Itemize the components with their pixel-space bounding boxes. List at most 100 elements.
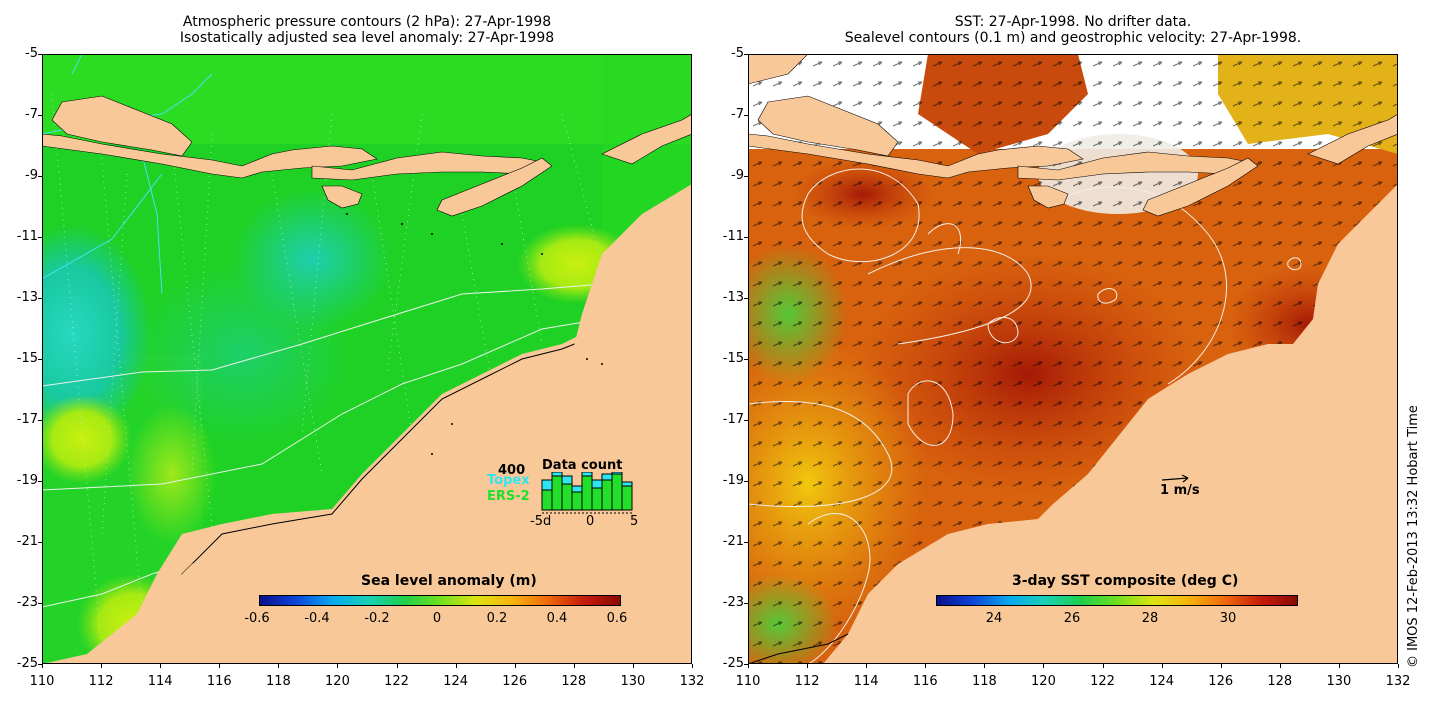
data-count-ers2-label: ERS-2 bbox=[487, 489, 530, 504]
data-count-xtick: 0 bbox=[586, 514, 595, 529]
data-count-max: 400 bbox=[498, 463, 526, 478]
data-count-title: Data count bbox=[542, 458, 623, 473]
left-y-tick-mark bbox=[38, 176, 42, 177]
left-x-tick-label: 132 bbox=[679, 674, 705, 689]
right-x-tick-label: 114 bbox=[853, 674, 879, 689]
right-y-tick-label: -25 bbox=[722, 656, 744, 671]
right-x-tick-mark bbox=[1161, 664, 1163, 668]
right-x-tick-label: 120 bbox=[1031, 674, 1056, 689]
right-x-tick-mark bbox=[925, 664, 927, 668]
right-x-tick-label: 116 bbox=[912, 674, 938, 689]
left-y-tick-label: -15 bbox=[16, 351, 38, 366]
right-y-tick-mark bbox=[744, 603, 748, 604]
left-y-tick-mark bbox=[38, 603, 42, 604]
right-y-tick-label: -7 bbox=[731, 107, 744, 122]
left-y-tick-label: -21 bbox=[16, 534, 38, 549]
left-y-tick-label: -23 bbox=[16, 595, 38, 610]
right-x-tick-label: 122 bbox=[1090, 674, 1115, 689]
right-x-tick-label: 130 bbox=[1326, 674, 1352, 689]
left-x-tick-mark bbox=[160, 664, 162, 668]
right-y-tick-label: -23 bbox=[722, 595, 744, 610]
sst-colorbar-tick: 28 bbox=[1141, 611, 1159, 626]
right-title-line2: Sealevel contours (0.1 m) and geostrophi… bbox=[844, 30, 1302, 46]
sst-colorbar-tick: 30 bbox=[1219, 611, 1237, 626]
left-x-tick-label: 122 bbox=[384, 674, 409, 689]
left-x-tick-mark bbox=[573, 664, 575, 668]
right-x-tick-mark bbox=[1279, 664, 1281, 668]
right-y-tick-mark bbox=[744, 542, 748, 543]
sla-colorbar bbox=[259, 595, 621, 606]
left-x-tick-label: 110 bbox=[29, 674, 55, 689]
right-y-tick-label: -19 bbox=[722, 473, 744, 488]
data-count-xtick: 5 bbox=[630, 514, 639, 529]
left-x-tick-label: 120 bbox=[325, 674, 350, 689]
right-y-tick-label: -15 bbox=[722, 351, 744, 366]
right-y-tick-label: -17 bbox=[722, 412, 744, 427]
left-y-tick-label: -19 bbox=[16, 473, 38, 488]
left-x-tick-label: 112 bbox=[88, 674, 114, 689]
right-y-tick-label: -11 bbox=[722, 229, 744, 244]
right-y-tick-label: -13 bbox=[722, 290, 744, 305]
left-x-tick-label: 118 bbox=[265, 674, 291, 689]
left-y-tick-mark bbox=[38, 664, 42, 665]
left-title-line2: Isostatically adjusted sea level anomaly… bbox=[179, 30, 555, 46]
right-x-tick-mark bbox=[807, 664, 809, 668]
right-x-tick-label: 118 bbox=[971, 674, 997, 689]
left-x-tick-label: 124 bbox=[443, 674, 469, 689]
left-x-tick-mark bbox=[455, 664, 457, 668]
right-y-tick-mark bbox=[744, 176, 748, 177]
right-x-tick-label: 110 bbox=[735, 674, 761, 689]
left-x-tick-label: 130 bbox=[620, 674, 646, 689]
left-y-tick-label: -5 bbox=[25, 46, 38, 61]
right-y-tick-mark bbox=[744, 664, 748, 665]
right-x-tick-mark bbox=[866, 664, 868, 668]
sla-colorbar-tick: 0.2 bbox=[486, 611, 508, 626]
right-y-tick-mark bbox=[744, 420, 748, 421]
data-count-topex-label: Topex bbox=[487, 473, 530, 488]
sla-colorbar-tick: 0 bbox=[432, 611, 442, 626]
right-y-tick-mark bbox=[744, 115, 748, 116]
left-x-tick-mark bbox=[337, 664, 339, 668]
right-x-tick-label: 124 bbox=[1149, 674, 1175, 689]
left-y-tick-mark bbox=[38, 115, 42, 116]
sla-colorbar-tick: -0.4 bbox=[304, 611, 330, 626]
left-x-tick-label: 128 bbox=[561, 674, 587, 689]
right-y-tick-mark bbox=[744, 298, 748, 299]
sea-level-anomaly-map bbox=[42, 54, 692, 664]
velocity-scale-arrow bbox=[1161, 477, 1189, 481]
credit-text: © IMOS 12-Feb-2013 13:32 Hobart Time bbox=[1406, 405, 1421, 668]
left-x-tick-mark bbox=[219, 664, 221, 668]
right-x-tick-mark bbox=[748, 664, 749, 668]
right-map-frame bbox=[748, 54, 1398, 664]
left-x-tick-mark bbox=[101, 664, 103, 668]
right-x-tick-mark bbox=[1338, 664, 1340, 668]
right-y-tick-label: -5 bbox=[731, 46, 744, 61]
right-x-tick-mark bbox=[1043, 664, 1045, 668]
data-count-histogram bbox=[541, 472, 633, 514]
left-y-tick-label: -9 bbox=[25, 168, 38, 183]
left-y-tick-label: -11 bbox=[16, 229, 38, 244]
right-y-tick-mark bbox=[744, 481, 748, 482]
left-y-tick-label: -17 bbox=[16, 412, 38, 427]
right-x-tick-label: 112 bbox=[794, 674, 820, 689]
left-x-tick-label: 116 bbox=[206, 674, 232, 689]
sla-colorbar-tick: 0.6 bbox=[606, 611, 628, 626]
right-x-tick-mark bbox=[1220, 664, 1222, 668]
left-y-tick-mark bbox=[38, 298, 42, 299]
sst-colorbar bbox=[936, 595, 1298, 606]
sst-colorbar-tick: 24 bbox=[985, 611, 1003, 626]
left-y-tick-mark bbox=[38, 237, 42, 238]
sla-colorbar-tick: -0.6 bbox=[244, 611, 270, 626]
left-y-tick-mark bbox=[38, 542, 42, 543]
left-x-tick-label: 126 bbox=[502, 674, 528, 689]
left-x-tick-mark bbox=[278, 664, 280, 668]
left-map-frame bbox=[42, 54, 692, 664]
right-x-tick-mark bbox=[1102, 664, 1104, 668]
left-x-tick-mark bbox=[396, 664, 398, 668]
sst-colorbar-label: 3-day SST composite (deg C) bbox=[1012, 573, 1239, 589]
left-y-tick-mark bbox=[38, 420, 42, 421]
sla-colorbar-label: Sea level anomaly (m) bbox=[361, 573, 537, 589]
right-y-tick-mark bbox=[744, 54, 748, 55]
left-title-line1: Atmospheric pressure contours (2 hPa): 2… bbox=[182, 14, 552, 30]
right-x-tick-mark bbox=[984, 664, 986, 668]
